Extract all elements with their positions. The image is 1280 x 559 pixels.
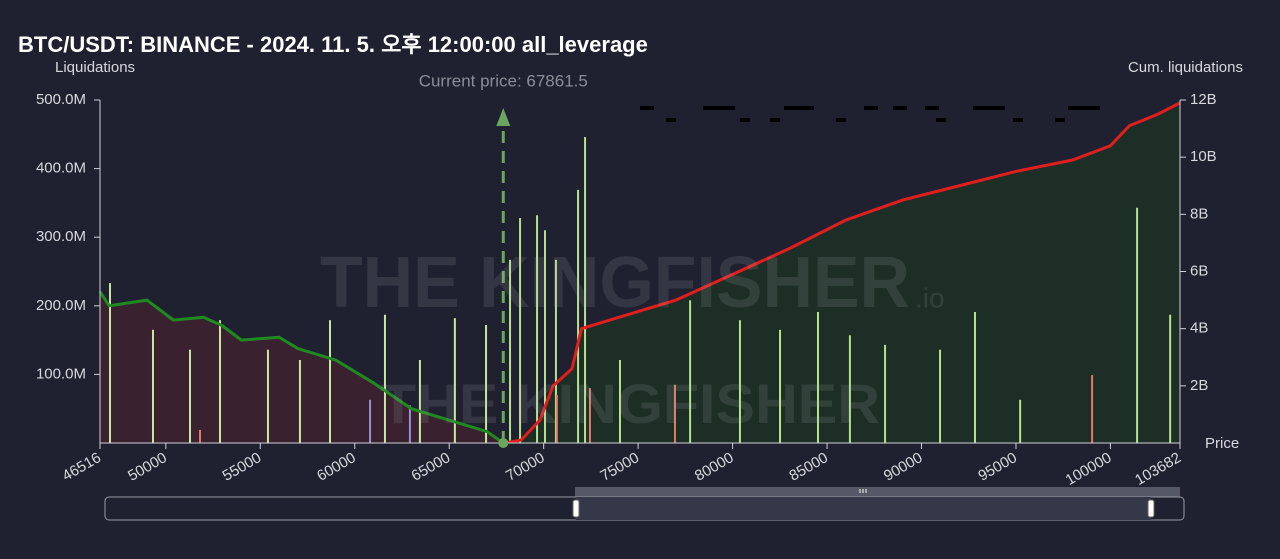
bar	[673, 384, 676, 443]
y-tick-label: 300.0M	[36, 228, 86, 245]
cumulative-line	[503, 101, 1181, 445]
bar	[1091, 375, 1094, 443]
y-axis-title: Liquidations	[55, 59, 135, 76]
area-fill	[503, 102, 1181, 443]
bar	[383, 314, 386, 443]
current-price-label: Current price: 67861.5	[419, 71, 588, 90]
bar	[588, 388, 591, 443]
bar	[816, 311, 819, 443]
bar	[151, 329, 154, 443]
x-tick-label: 70000	[503, 449, 548, 485]
y2-tick-label: 12B	[1190, 91, 1217, 108]
bar	[584, 137, 587, 443]
y2-tick-label: 2B	[1190, 377, 1208, 394]
x-tick-label: 46516	[59, 449, 104, 485]
bar	[779, 329, 782, 443]
x-tick-label: 75000	[597, 449, 642, 485]
bar	[536, 215, 539, 443]
bar	[555, 394, 558, 443]
bar	[266, 349, 269, 443]
scroll-window[interactable]	[576, 497, 1151, 520]
area-fill	[100, 291, 504, 443]
bar	[884, 344, 887, 443]
x-tick-label: 60000	[314, 449, 359, 485]
current-price-arrow	[496, 108, 511, 126]
bar	[219, 320, 222, 443]
bar	[618, 359, 621, 443]
watermark: THE KINGFISHER .io THE KINGFISHER	[320, 243, 945, 435]
bar	[408, 405, 411, 443]
y2-axis-title: Cum. liquidations	[1128, 59, 1243, 76]
bar	[973, 311, 976, 443]
y-tick-label: 100.0M	[36, 365, 86, 382]
chart-title: BTC/USDT: BINANCE - 2024. 11. 5. 오후 12:0…	[18, 32, 648, 57]
x-tick-label: 85000	[786, 449, 831, 485]
bar	[738, 320, 741, 443]
watermark-text: THE KINGFISHER	[380, 372, 880, 435]
x-tick-label: 103682	[1132, 449, 1184, 489]
x-axis-title: Price	[1205, 435, 1239, 452]
bar	[453, 318, 456, 443]
x-tick-label: 100000	[1063, 449, 1115, 489]
bar	[418, 359, 421, 443]
y2-tick-label: 10B	[1190, 148, 1217, 165]
watermark-text: THE KINGFISHER	[320, 243, 910, 323]
x-tick-label: 95000	[975, 449, 1020, 485]
bar	[199, 429, 202, 443]
plot	[98, 101, 1181, 445]
x-tick-label: 50000	[125, 449, 170, 485]
bar	[848, 335, 851, 443]
current-price-dot	[498, 438, 509, 448]
x-tick-label: 90000	[881, 449, 926, 485]
scroll-handle[interactable]	[1147, 499, 1155, 518]
bar	[1019, 399, 1022, 443]
scroll-track	[575, 487, 1180, 497]
x-tick-label: 65000	[409, 449, 454, 485]
y-tick-label: 500.0M	[36, 91, 86, 108]
scroll-grip	[859, 489, 867, 493]
cumulative-line	[98, 290, 505, 445]
bar	[1136, 207, 1139, 443]
y2-tick-label: 4B	[1190, 320, 1208, 337]
watermark-suffix: .io	[915, 282, 945, 313]
y2-tick-label: 8B	[1190, 205, 1208, 222]
bar	[939, 349, 942, 443]
x-tick-label: 80000	[692, 449, 737, 485]
x-tick-label: 55000	[220, 449, 265, 485]
y2-tick-label: 6B	[1190, 262, 1208, 279]
bar	[519, 217, 522, 443]
bar	[509, 259, 512, 443]
bar	[108, 283, 111, 443]
bar	[328, 320, 331, 443]
bar	[689, 300, 692, 443]
bar	[554, 259, 557, 443]
bar	[369, 399, 372, 443]
bar	[189, 349, 192, 443]
bar	[1169, 314, 1172, 443]
y-tick-label: 400.0M	[36, 160, 86, 177]
bar	[577, 189, 580, 443]
bar	[543, 230, 546, 443]
scrollbar[interactable]	[104, 487, 1185, 521]
y-tick-label: 200.0M	[36, 297, 86, 314]
bar	[298, 359, 301, 443]
bar	[485, 325, 488, 443]
scroll-handle[interactable]	[572, 499, 580, 518]
decoration	[640, 106, 1100, 122]
